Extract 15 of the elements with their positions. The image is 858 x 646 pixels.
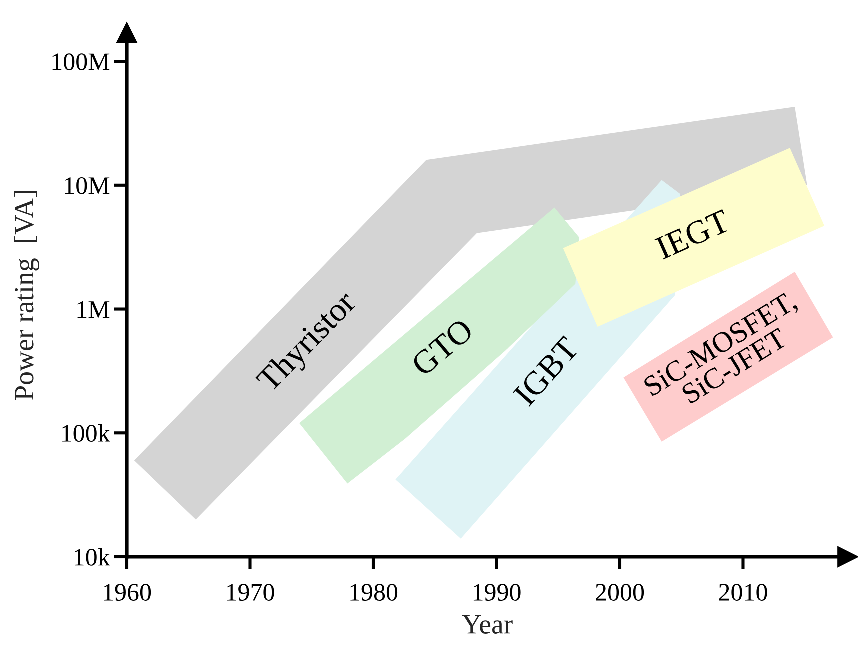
- y-tick-label: 1M: [78, 301, 110, 318]
- y-tick-label: 100k: [62, 424, 110, 442]
- x-tick-label: 2000: [596, 584, 644, 601]
- y-tick-label: 10k: [75, 548, 110, 566]
- x-tick-label: 1970: [227, 584, 274, 601]
- x-tick-label: 1980: [350, 584, 398, 601]
- y-tick-label: 10M: [65, 177, 110, 194]
- series-label: IEGT: [654, 209, 732, 260]
- x-axis-title: Year: [462, 615, 513, 634]
- x-tick-label: 1990: [474, 584, 521, 601]
- x-tick-label: 2010: [719, 584, 768, 601]
- y-axis-title: Power rating [VA]: [14, 191, 40, 400]
- series-label: GTO: [410, 318, 475, 378]
- x-tick-label: 1960: [104, 584, 152, 601]
- y-tick-label: 100M: [52, 54, 110, 70]
